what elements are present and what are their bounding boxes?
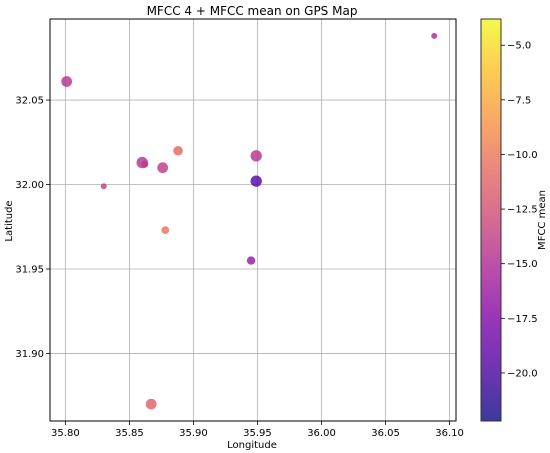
colorbar-tick-label: −12.5: [507, 205, 538, 216]
x-tick-label: 36.00: [307, 428, 336, 439]
x-tick-label: 35.90: [179, 428, 208, 439]
colorbar-tick-label: −20.0: [507, 368, 538, 379]
y-axis-ticks: 31.90 31.95 32.00 32.05: [15, 96, 50, 360]
scatter-point: [161, 226, 170, 235]
colorbar-tick-label: −7.5: [507, 95, 531, 106]
colorbar-tick-label: −17.5: [507, 314, 538, 325]
scatter-point: [173, 145, 183, 156]
x-tick-label: 35.80: [51, 428, 80, 439]
colorbar-label: MFCC mean: [537, 190, 548, 250]
y-axis-label: Latitude: [4, 200, 15, 241]
scatter-point: [157, 162, 169, 174]
plot-frame: [49, 18, 457, 422]
x-tick-label: 36.05: [371, 428, 400, 439]
scatter-point: [141, 160, 149, 168]
scatter-point: [250, 175, 262, 187]
scatter-point: [431, 32, 438, 39]
scatter-point: [61, 76, 73, 87]
colorbar-ticks: −5.0 −7.5 −10.0 −12.5 −15.0 −17.5 −20.0: [501, 41, 538, 379]
colorbar-tick-label: −10.0: [507, 150, 538, 161]
colorbar: [480, 18, 502, 422]
x-axis-ticks: 35.80 35.85 35.90 35.95 36.00 36.05 36.10: [51, 421, 464, 439]
y-tick-label: 32.00: [15, 180, 44, 191]
chart-title: MFCC 4 + MFCC mean on GPS Map: [147, 4, 358, 18]
x-axis-label: Longitude: [227, 440, 277, 451]
scatter-point: [246, 256, 256, 265]
scatter-point: [100, 183, 107, 190]
x-tick-label: 35.95: [243, 428, 272, 439]
x-tick-label: 35.85: [115, 428, 144, 439]
y-tick-label: 32.05: [15, 96, 44, 107]
colorbar-tick-label: −5.0: [507, 41, 531, 52]
scatter-point: [250, 150, 262, 162]
x-tick-label: 36.10: [435, 428, 464, 439]
colorbar-tick-label: −15.0: [507, 259, 538, 270]
scatter-point: [145, 398, 157, 410]
scatter-points: [61, 32, 438, 410]
y-tick-label: 31.95: [15, 264, 44, 275]
grid: [50, 19, 456, 421]
y-tick-label: 31.90: [15, 349, 44, 360]
